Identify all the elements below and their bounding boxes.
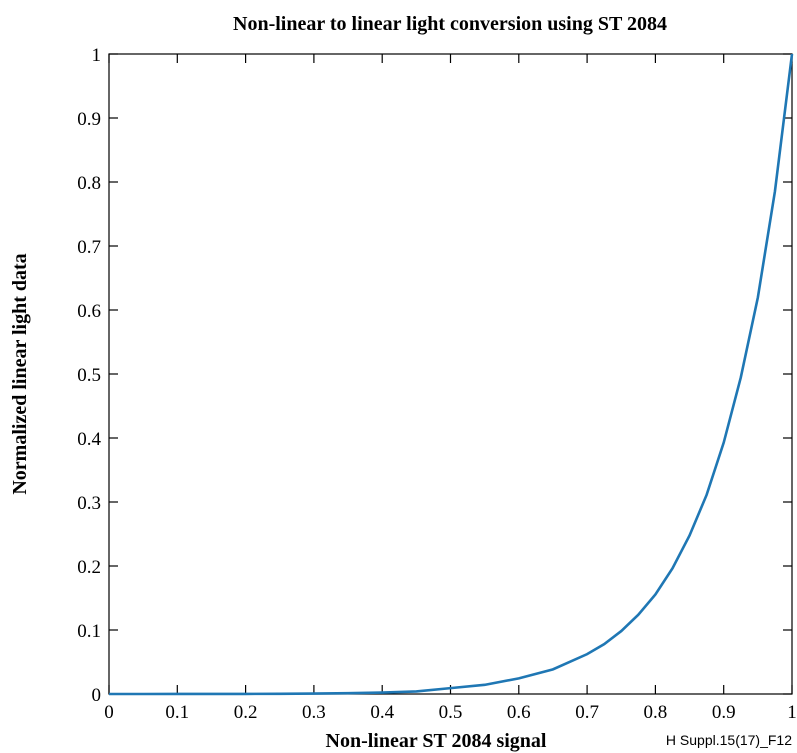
x-tick-label: 0.6 <box>507 702 531 723</box>
series-line <box>108 53 794 696</box>
y-axis-label: Normalized linear light data <box>9 253 31 494</box>
y-tick-label: 0.3 <box>77 493 101 514</box>
y-tick-label: 0.2 <box>77 557 101 578</box>
y-tick-label: 1 <box>92 45 102 66</box>
x-tick-label: 0 <box>104 702 114 723</box>
y-tick-label: 0.8 <box>77 173 101 194</box>
x-tick-label: 0.5 <box>439 702 463 723</box>
y-tick-label: 0.5 <box>77 365 101 386</box>
plot-frame <box>108 53 793 695</box>
y-tick-label: 0 <box>92 685 102 706</box>
chart-title: Non-linear to linear light conversion us… <box>233 13 667 35</box>
figure-id: H Suppl.15(17)_F12 <box>666 732 792 748</box>
x-tick-label: 0.8 <box>644 702 668 723</box>
x-tick-labels: 0 0.1 0.2 0.3 0.4 0.5 0.6 0.7 0.8 0.9 1 <box>104 702 797 723</box>
y-tick-label: 0.1 <box>77 621 101 642</box>
x-axis-label: Non-linear ST 2084 signal <box>326 730 547 752</box>
x-tick-label: 0.4 <box>370 702 394 723</box>
x-tick-label: 0.1 <box>165 702 189 723</box>
x-tick-label: 0.9 <box>712 702 736 723</box>
x-tick-label: 0.7 <box>575 702 599 723</box>
x-tick-label: 0.3 <box>302 702 326 723</box>
y-tick-label: 0.6 <box>77 301 101 322</box>
x-tick-label: 1 <box>787 702 797 723</box>
y-tick-label: 0.7 <box>77 237 101 258</box>
y-tick-labels: 0 0.1 0.2 0.3 0.4 0.5 0.6 0.7 0.8 0.9 1 <box>77 45 101 706</box>
y-tick-label: 0.4 <box>77 429 101 450</box>
y-tick-label: 0.9 <box>77 109 101 130</box>
x-tick-label: 0.2 <box>234 702 258 723</box>
axis-ticks <box>108 53 793 695</box>
